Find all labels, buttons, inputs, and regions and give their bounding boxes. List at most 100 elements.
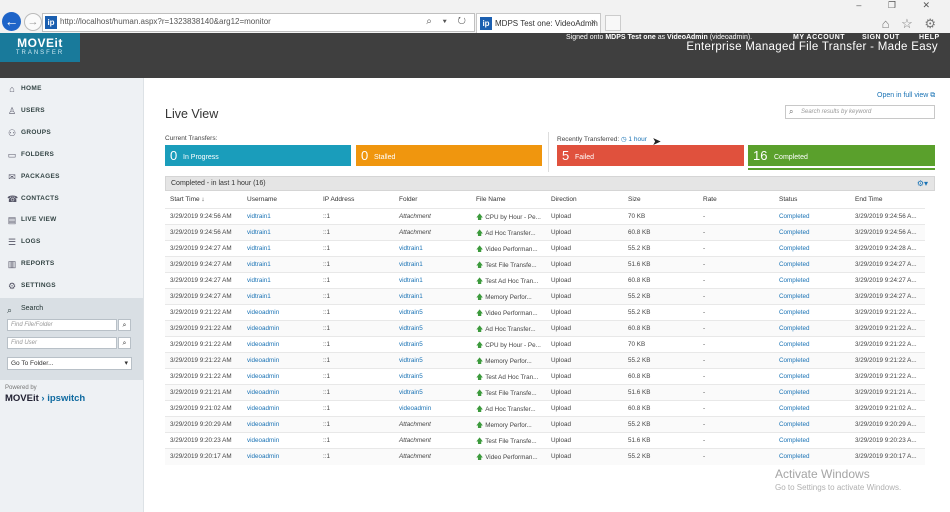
cell-folder[interactable]: vidtrain1	[399, 261, 423, 268]
col-folder[interactable]: Folder	[399, 196, 418, 203]
tab-close-icon[interactable]: ×	[590, 17, 596, 27]
cell-username[interactable]: videoadmin	[247, 405, 280, 412]
table-row[interactable]: 3/29/2019 9:24:56 AM vidtrain1::1 Attachme…	[165, 224, 925, 241]
stat-stalled[interactable]: 0 Stalled	[356, 145, 542, 166]
cell-username[interactable]: videoadmin	[247, 341, 280, 348]
cell-username[interactable]: videoadmin	[247, 389, 280, 396]
cell-folder[interactable]: vidtrain5	[399, 389, 423, 396]
results-search-input[interactable]: ⌕ Search results by keyword	[785, 105, 935, 119]
cell-status[interactable]: Completed	[779, 341, 810, 348]
cell-status[interactable]: Completed	[779, 245, 810, 252]
moveit-logo[interactable]: MOVEit TRANSFER	[0, 33, 80, 62]
cell-username[interactable]: videoadmin	[247, 373, 280, 380]
stat-failed[interactable]: 5 Failed	[557, 145, 744, 166]
open-full-view-link[interactable]: Open in full view ⧉	[877, 92, 936, 99]
my-account-link[interactable]: MY ACCOUNT	[793, 34, 846, 41]
find-user-search-icon[interactable]: ⌕	[118, 337, 131, 349]
cell-username[interactable]: vidtrain1	[247, 261, 271, 268]
browser-tab[interactable]: ip MDPS Test one: VideoAdmin ×	[476, 13, 601, 34]
cell-username[interactable]: vidtrain1	[247, 213, 271, 220]
table-row[interactable]: 3/29/2019 9:24:27 AM vidtrain1::1 vidtrain…	[165, 272, 925, 289]
col-file-name[interactable]: File Name	[476, 196, 506, 203]
table-row[interactable]: 3/29/2019 9:21:02 AM videoadmin::1 videoad…	[165, 400, 925, 417]
cell-status[interactable]: Completed	[779, 357, 810, 364]
sidebar-item-home[interactable]: ⌂ HOME	[0, 79, 143, 100]
cell-status[interactable]: Completed	[779, 229, 810, 236]
sidebar-item-logs[interactable]: ☰ LOGS	[0, 232, 143, 253]
cell-status[interactable]: Completed	[779, 453, 810, 460]
table-row[interactable]: 3/29/2019 9:20:29 AM videoadmin::1 Attachm…	[165, 416, 925, 433]
sidebar-item-live-view[interactable]: ▤ LIVE VIEW	[0, 210, 143, 231]
sidebar-item-reports[interactable]: ▥ REPORTS	[0, 254, 143, 275]
table-row[interactable]: 3/29/2019 9:20:17 AM videoadmin::1 Attachm…	[165, 448, 925, 465]
cell-folder[interactable]: vidtrain5	[399, 309, 423, 316]
help-link[interactable]: HELP	[919, 34, 940, 41]
cell-username[interactable]: videoadmin	[247, 325, 280, 332]
stat-in-progress[interactable]: 0 In Progress	[165, 145, 351, 166]
table-row[interactable]: 3/29/2019 9:20:23 AM videoadmin::1 Attachm…	[165, 432, 925, 449]
col-status[interactable]: Status	[779, 196, 798, 203]
col-ip-address[interactable]: IP Address	[323, 196, 355, 203]
cell-username[interactable]: videoadmin	[247, 309, 280, 316]
cell-folder[interactable]: vidtrain5	[399, 341, 423, 348]
sidebar-item-packages[interactable]: ✉ PACKAGES	[0, 167, 143, 188]
cell-folder[interactable]: vidtrain1	[399, 293, 423, 300]
col-size[interactable]: Size	[628, 196, 641, 203]
cell-status[interactable]: Completed	[779, 437, 810, 444]
sidebar-item-folders[interactable]: ▭ FOLDERS	[0, 145, 143, 166]
cell-username[interactable]: vidtrain1	[247, 245, 271, 252]
sidebar-item-users[interactable]: ♙ USERS	[0, 101, 143, 122]
cell-username[interactable]: vidtrain1	[247, 293, 271, 300]
cell-folder[interactable]: vidtrain5	[399, 357, 423, 364]
col-username[interactable]: Username	[247, 196, 277, 203]
col-end-time[interactable]: End Time	[855, 196, 883, 203]
cell-status[interactable]: Completed	[779, 325, 810, 332]
table-row[interactable]: 3/29/2019 9:21:21 AM videoadmin::1 vidtrai…	[165, 384, 925, 401]
cell-username[interactable]: vidtrain1	[247, 277, 271, 284]
cell-username[interactable]: vidtrain1	[247, 229, 271, 236]
cell-username[interactable]: videoadmin	[247, 421, 280, 428]
forward-arrow-icon[interactable]: →	[24, 13, 42, 31]
cell-folder[interactable]: vidtrain5	[399, 325, 423, 332]
new-tab-button[interactable]	[605, 15, 621, 31]
find-user-input[interactable]: Find User	[7, 337, 117, 349]
recent-period-link[interactable]: ◷ 1 hour	[620, 136, 647, 143]
address-bar[interactable]: ip http://localhost/human.aspx?r=1323838…	[42, 13, 475, 32]
table-row[interactable]: 3/29/2019 9:24:27 AM vidtrain1::1 vidtrain…	[165, 240, 925, 257]
table-row[interactable]: 3/29/2019 9:24:27 AM vidtrain1::1 vidtrain…	[165, 288, 925, 305]
cell-status[interactable]: Completed	[779, 405, 810, 412]
cell-status[interactable]: Completed	[779, 389, 810, 396]
cell-folder[interactable]: videoadmin	[399, 405, 432, 412]
url-text[interactable]: http://localhost/human.aspx?r=1323838140…	[60, 17, 271, 26]
home-favorites-settings-icon[interactable]: ⌂ ☆ ⚙	[881, 16, 940, 31]
cell-status[interactable]: Completed	[779, 213, 810, 220]
cell-status[interactable]: Completed	[779, 373, 810, 380]
cell-username[interactable]: videoadmin	[247, 453, 280, 460]
cell-username[interactable]: videoadmin	[247, 357, 280, 364]
table-row[interactable]: 3/29/2019 9:21:22 AM videoadmin::1 vidtrai…	[165, 352, 925, 369]
gear-icon[interactable]: ⚙▾	[916, 179, 928, 188]
sidebar-item-groups[interactable]: ⚇ GROUPS	[0, 123, 143, 144]
window-controls[interactable]: – ❐ ✕	[856, 0, 942, 10]
sign-out-link[interactable]: SIGN OUT	[862, 34, 900, 41]
cell-status[interactable]: Completed	[779, 421, 810, 428]
address-actions-icon[interactable]: ⌕ ▾ ↻	[426, 16, 470, 27]
col-start-time[interactable]: Start Time ↓	[170, 196, 205, 203]
cell-status[interactable]: Completed	[779, 261, 810, 268]
table-row[interactable]: 3/29/2019 9:21:22 AM videoadmin::1 vidtrai…	[165, 368, 925, 385]
table-row[interactable]: 3/29/2019 9:24:27 AM vidtrain1::1 vidtrain…	[165, 256, 925, 273]
cell-status[interactable]: Completed	[779, 309, 810, 316]
find-file-search-icon[interactable]: ⌕	[118, 319, 131, 331]
table-row[interactable]: 3/29/2019 9:21:22 AM videoadmin::1 vidtrai…	[165, 336, 925, 353]
sidebar-item-settings[interactable]: ⚙ SETTINGS	[0, 276, 143, 297]
cell-status[interactable]: Completed	[779, 293, 810, 300]
cell-folder[interactable]: vidtrain5	[399, 373, 423, 380]
table-row[interactable]: 3/29/2019 9:24:56 AM vidtrain1::1 Attachme…	[165, 208, 925, 225]
cell-folder[interactable]: vidtrain1	[399, 245, 423, 252]
back-arrow-icon[interactable]: ←	[2, 12, 21, 31]
table-row[interactable]: 3/29/2019 9:21:22 AM videoadmin::1 vidtrai…	[165, 304, 925, 321]
cell-folder[interactable]: vidtrain1	[399, 277, 423, 284]
col-direction[interactable]: Direction	[551, 196, 577, 203]
find-file-input[interactable]: Find File/Folder	[7, 319, 117, 331]
sidebar-item-contacts[interactable]: ☎ CONTACTS	[0, 189, 143, 210]
